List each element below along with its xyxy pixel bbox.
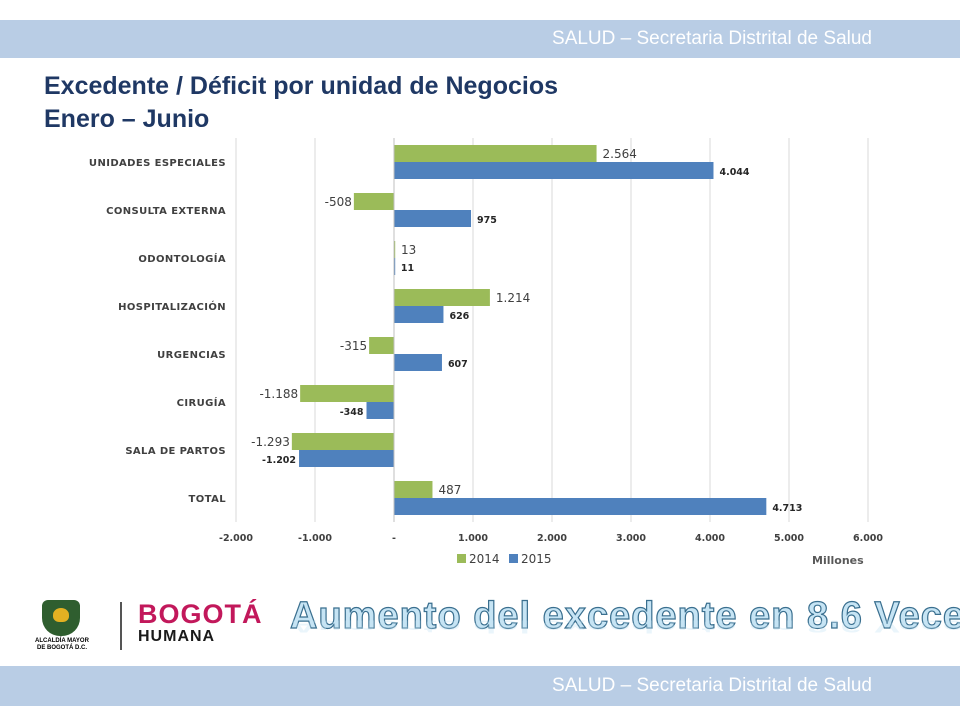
data-label-2014: 13 bbox=[401, 243, 416, 257]
category-label: CIRUGÍA bbox=[177, 396, 226, 409]
bar-2014 bbox=[394, 481, 433, 498]
business-unit-bar-chart: -2.000 -1.000-1.000 2.000 3.000 4.000 5.000 6.… bbox=[89, 138, 883, 567]
bar-2014 bbox=[394, 145, 597, 162]
bogota-coat-of-arms-icon bbox=[42, 600, 80, 636]
x-tick-label: 5.000 bbox=[774, 533, 804, 544]
x-tick-label: -2.000 bbox=[219, 533, 253, 544]
data-label-2015: 626 bbox=[449, 311, 469, 322]
x-tick-label: 6.000 bbox=[853, 533, 883, 544]
data-label-2014: -1.188 bbox=[259, 387, 298, 401]
slide-title-line-1: Excedente / Déficit por unidad de Negoci… bbox=[44, 72, 558, 100]
x-tick-label: 1.000 bbox=[458, 533, 488, 544]
footer-band-text: SALUD – Secretaria Distrital de Salud bbox=[552, 675, 872, 696]
x-tick-label: 3.000 bbox=[616, 533, 646, 544]
category-label: URGENCIAS bbox=[157, 350, 226, 361]
data-label-2015: 4.044 bbox=[719, 167, 749, 178]
x-tick-label: 4.000 bbox=[695, 533, 725, 544]
legend-swatch-2015 bbox=[509, 554, 518, 563]
x-tick-label: 2.000 bbox=[537, 533, 567, 544]
data-label-2014: -315 bbox=[340, 339, 367, 353]
legend-label-2014: 2014 bbox=[469, 552, 500, 566]
x-unit-label: Millones bbox=[812, 554, 864, 567]
data-label-2014: -1.293 bbox=[251, 435, 290, 449]
headline-reflection: Aumento del excedente en 8.6 Veces bbox=[290, 616, 960, 636]
header-band: SALUD – Secretaria Distrital de Salud bbox=[0, 20, 960, 58]
slide-title: Excedente / Déficit por unidad de Negoci… bbox=[44, 70, 558, 136]
category-label: SALA DE PARTOS bbox=[125, 446, 226, 457]
data-label-2014: -508 bbox=[325, 195, 352, 209]
data-label-2015: 11 bbox=[401, 263, 414, 274]
category-label: UNIDADES ESPECIALES bbox=[89, 158, 226, 169]
bar-2014 bbox=[353, 193, 394, 210]
category-label: ODONTOLOGÍA bbox=[138, 252, 226, 265]
bar-2015 bbox=[394, 258, 396, 275]
legend-swatch-2014 bbox=[457, 554, 466, 563]
bar-2015 bbox=[394, 354, 442, 371]
x-tick-label: - bbox=[392, 533, 396, 544]
bar-2014 bbox=[394, 241, 396, 258]
bar-2014 bbox=[291, 433, 394, 450]
bar-2015 bbox=[394, 306, 444, 323]
header-band-text: SALUD – Secretaria Distrital de Salud bbox=[552, 28, 872, 49]
legend-label-2015: 2015 bbox=[521, 552, 552, 566]
bar-2015 bbox=[394, 210, 472, 227]
category-label: TOTAL bbox=[189, 494, 227, 505]
category-label: CONSULTA EXTERNA bbox=[106, 206, 226, 217]
data-label-2015: -1.202 bbox=[262, 455, 296, 466]
alcaldia-text: ALCALDÍA MAYOR DE BOGOTÁ D.C. bbox=[35, 638, 89, 651]
bar-2014 bbox=[369, 337, 394, 354]
bar-2015 bbox=[299, 450, 394, 467]
footer-band: SALUD – Secretaria Distrital de Salud bbox=[0, 666, 960, 706]
category-label: HOSPITALIZACIÓN bbox=[118, 300, 226, 313]
data-label-2015: 4.713 bbox=[772, 503, 802, 514]
bar-2015 bbox=[394, 498, 767, 515]
bar-2015 bbox=[394, 162, 714, 179]
data-label-2015: -348 bbox=[340, 407, 364, 418]
data-label-2014: 487 bbox=[438, 483, 461, 497]
slide-title-line-2: Enero – Junio bbox=[44, 105, 210, 133]
humana-wordmark: HUMANA bbox=[138, 628, 216, 645]
alcaldia-bogota-humana-logo: ALCALDÍA MAYOR DE BOGOTÁ D.C. BOGOTÁ HUM… bbox=[35, 596, 262, 658]
data-label-2015: 607 bbox=[448, 359, 468, 370]
bar-2014 bbox=[394, 289, 490, 306]
bogota-wordmark: BOGOTÁ bbox=[138, 599, 263, 629]
bar-2015 bbox=[366, 402, 394, 419]
bar-2014 bbox=[300, 385, 394, 402]
headline-text: Aumento del excedente en 8.6 Veces bbox=[289, 594, 960, 637]
data-label-2014: 1.214 bbox=[496, 291, 530, 305]
logo-divider bbox=[120, 602, 122, 650]
data-label-2014: 2.564 bbox=[603, 147, 637, 161]
x-tick-label: -1.000 bbox=[298, 533, 332, 544]
data-label-2015: 975 bbox=[477, 215, 497, 226]
